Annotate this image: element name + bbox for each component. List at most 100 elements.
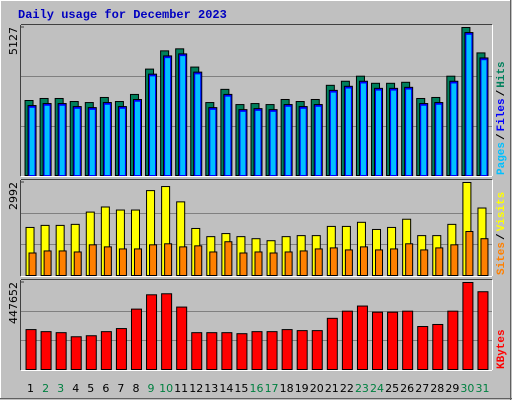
bar xyxy=(191,332,203,371)
bar xyxy=(43,250,52,276)
x-tick-label: 29 xyxy=(445,382,459,395)
bar xyxy=(390,248,399,277)
bar xyxy=(179,55,187,176)
bar xyxy=(450,244,459,276)
bar xyxy=(251,331,263,370)
bar xyxy=(73,251,82,277)
bar xyxy=(88,108,96,176)
bar xyxy=(221,332,233,371)
legend: Sites /Visits xyxy=(496,192,508,275)
bar xyxy=(432,323,444,370)
bar xyxy=(239,110,247,176)
bar xyxy=(311,330,323,370)
bar xyxy=(402,310,414,371)
bar xyxy=(266,331,278,370)
bar xyxy=(314,248,323,277)
bar xyxy=(118,107,126,176)
bar xyxy=(390,89,398,176)
x-tick-label: 17 xyxy=(265,382,279,395)
bar xyxy=(43,104,51,176)
bar xyxy=(314,105,322,176)
x-tick-label: 18 xyxy=(280,382,294,395)
bar xyxy=(359,82,367,176)
x-tick-label: 30 xyxy=(460,382,474,395)
x-tick-label: 28 xyxy=(430,382,444,395)
bar xyxy=(161,293,173,370)
x-tick-label: 5 xyxy=(87,382,94,395)
bar xyxy=(462,282,474,370)
bar xyxy=(100,331,112,370)
bar xyxy=(58,250,67,276)
x-tick-label: 9 xyxy=(148,382,155,395)
bar xyxy=(130,308,142,370)
bar xyxy=(359,246,368,277)
x-tick-label: 13 xyxy=(204,382,218,395)
bar xyxy=(103,103,111,176)
bar xyxy=(329,247,338,276)
bar xyxy=(341,310,353,371)
legend-entry: Pages xyxy=(496,142,508,175)
bar xyxy=(115,328,127,370)
x-tick-label: 2 xyxy=(42,382,49,395)
bar xyxy=(447,310,459,371)
bar xyxy=(269,252,278,276)
bar xyxy=(73,107,81,176)
bar xyxy=(465,33,473,177)
x-tick-label: 10 xyxy=(159,382,173,395)
bar xyxy=(284,105,292,176)
x-tick-label: 19 xyxy=(295,382,309,395)
x-tick-label: 1 xyxy=(27,382,34,395)
x-tick-label: 14 xyxy=(219,382,233,395)
legend-entry: Visits xyxy=(496,192,508,232)
bar xyxy=(28,106,36,176)
x-tick-label: 7 xyxy=(117,382,124,395)
bar xyxy=(209,108,217,176)
bar xyxy=(344,87,352,176)
legend: KBytes xyxy=(496,329,508,369)
x-tick-label: 11 xyxy=(174,382,188,395)
legend: Pages / Files / Hits xyxy=(496,61,508,175)
bar xyxy=(420,104,428,176)
bar xyxy=(254,109,262,176)
bar xyxy=(435,247,444,276)
x-tick-label: 15 xyxy=(234,382,248,395)
bar xyxy=(239,252,248,276)
bar xyxy=(450,82,458,176)
bar xyxy=(480,59,488,176)
x-tick-label: 16 xyxy=(250,382,264,395)
bar xyxy=(281,329,293,370)
bar xyxy=(194,245,203,276)
bar xyxy=(387,311,399,371)
bar xyxy=(40,331,52,370)
bar xyxy=(149,75,157,176)
legend-separator: / xyxy=(496,133,508,140)
x-tick-label: 12 xyxy=(189,382,203,395)
bar xyxy=(372,311,384,371)
bar xyxy=(55,332,67,371)
y-tick-label: 2992 xyxy=(7,182,20,210)
x-tick-label: 6 xyxy=(102,382,109,395)
x-tick-label: 3 xyxy=(57,382,64,395)
bar xyxy=(88,244,97,276)
chart-title: Daily usage for December 2023 xyxy=(18,8,227,22)
legend-entry: Hits xyxy=(496,61,508,87)
x-tick-label: 4 xyxy=(72,382,79,395)
bar xyxy=(194,73,202,176)
bar xyxy=(284,251,293,277)
bar xyxy=(176,306,188,370)
bar xyxy=(326,317,338,371)
bar xyxy=(329,91,337,176)
bar xyxy=(164,57,172,176)
x-tick-label: 21 xyxy=(325,382,339,395)
bar xyxy=(149,244,158,276)
x-tick-label: 20 xyxy=(310,382,324,395)
bar xyxy=(25,329,37,370)
bar xyxy=(179,246,188,277)
x-tick-label: 24 xyxy=(370,382,384,395)
bar xyxy=(296,330,308,370)
bar xyxy=(269,110,277,176)
x-tick-label: 8 xyxy=(132,382,139,395)
bar xyxy=(224,241,233,277)
bar xyxy=(405,88,413,176)
y-tick-label: 447652 xyxy=(7,282,20,324)
